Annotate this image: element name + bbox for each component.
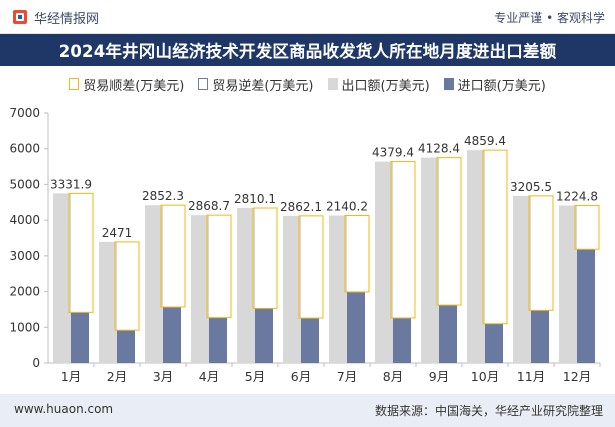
surplus-data-label: 2471 [102, 226, 133, 240]
export-bar[interactable] [237, 208, 255, 363]
x-tick-label: 11月 [517, 369, 545, 384]
x-tick-label: 2月 [107, 369, 127, 384]
x-tick-label: 8月 [383, 369, 403, 384]
chart-plot: 0 1000 2000 3000 4000 5000 6000 7000 3331.9 1月 247… [9, 106, 601, 384]
surplus-box[interactable] [390, 161, 416, 319]
export-bar[interactable] [421, 157, 439, 363]
import-bar[interactable] [301, 318, 319, 363]
website-link[interactable]: www.huaon.com [14, 402, 114, 416]
title-bar: 2024年井冈山经济技术开发区商品收发货人所在地月度进出口差额 [0, 34, 615, 66]
data-source: 数据来源：中国海关，华经产业研究院整理 [374, 404, 603, 418]
y-tick-label: 2000 [9, 285, 40, 299]
export-bar[interactable] [375, 161, 393, 363]
x-tick-label: 5月 [245, 369, 265, 384]
footer: www.huaon.com 数据来源：中国海关，华经产业研究院整理 [0, 394, 615, 427]
surplus-data-label: 3205.5 [510, 180, 552, 194]
surplus-box[interactable] [574, 205, 600, 250]
import-bar[interactable] [485, 323, 503, 363]
y-tick-label: 4000 [9, 213, 40, 227]
surplus-box[interactable] [206, 214, 232, 319]
x-tick-label: 9月 [429, 369, 449, 384]
legend-swatch-surplus [69, 78, 80, 90]
surplus-data-label: 4379.4 [372, 146, 414, 160]
legend-label-deficit: 贸易逆差(万美元) [212, 78, 314, 94]
x-tick-label: 3月 [153, 369, 173, 384]
legend-swatch-export [327, 78, 338, 90]
surplus-data-label: 2140.2 [326, 200, 368, 214]
import-bar[interactable] [393, 317, 411, 363]
chart-title: 2024年井冈山经济技术开发区商品收发货人所在地月度进出口差额 [58, 42, 557, 61]
surplus-data-label: 3331.9 [50, 177, 92, 191]
y-tick-label: 3000 [9, 249, 40, 263]
y-tick-label: 1000 [9, 320, 40, 334]
top-bar: 华经情报网 专业严谨 • 客观科学 [0, 0, 615, 34]
import-bar[interactable] [439, 305, 457, 363]
chart-legend: 贸易顺差(万美元) 贸易逆差(万美元) 出口额(万美元) 进口额(万美元) [0, 74, 615, 94]
import-bar[interactable] [577, 249, 595, 363]
import-bar[interactable] [209, 317, 227, 363]
legend-item-export[interactable]: 出口额(万美元) [327, 75, 430, 94]
x-tick-label: 10月 [471, 369, 499, 384]
brand[interactable]: 华经情报网 [12, 8, 100, 27]
surplus-box[interactable] [528, 195, 554, 311]
surplus-data-label: 4128.4 [418, 142, 460, 156]
legend-item-surplus[interactable]: 贸易顺差(万美元) [69, 75, 184, 94]
surplus-box[interactable] [344, 215, 370, 293]
brand-name: 华经情报网 [34, 11, 100, 27]
surplus-data-label: 2868.7 [188, 199, 230, 213]
legend-swatch-import [443, 78, 454, 90]
legend-label-import: 进口额(万美元) [457, 78, 546, 94]
import-bar[interactable] [531, 310, 549, 363]
import-bar[interactable] [117, 330, 135, 363]
surplus-data-label: 2852.3 [142, 189, 184, 203]
surplus-data-label: 4859.4 [464, 134, 506, 148]
import-bar[interactable] [347, 291, 365, 363]
surplus-box[interactable] [252, 207, 278, 309]
huajing-logo-icon [13, 10, 27, 24]
tagline: 专业严谨 • 客观科学 [494, 11, 605, 25]
import-bar[interactable] [163, 307, 181, 363]
x-tick-label: 6月 [291, 369, 311, 384]
surplus-box[interactable] [482, 149, 508, 325]
legend-item-import[interactable]: 进口额(万美元) [443, 75, 546, 94]
legend-label-surplus: 贸易顺差(万美元) [83, 78, 185, 94]
export-bar[interactable] [467, 150, 485, 363]
export-bar[interactable] [559, 205, 577, 364]
surplus-box[interactable] [298, 215, 324, 319]
y-tick-label: 7000 [9, 106, 40, 120]
surplus-data-label: 2862.1 [280, 200, 322, 214]
legend-item-deficit[interactable]: 贸易逆差(万美元) [198, 75, 314, 94]
export-bar[interactable] [99, 241, 117, 363]
export-bar[interactable] [513, 195, 531, 363]
surplus-data-label: 2810.1 [234, 192, 276, 206]
export-bar[interactable] [329, 215, 347, 364]
y-tick-label: 6000 [9, 142, 40, 156]
legend-swatch-deficit [198, 78, 209, 90]
export-bar[interactable] [145, 205, 163, 363]
surplus-box[interactable] [160, 204, 186, 308]
y-tick-label: 0 [32, 356, 40, 370]
surplus-box[interactable] [114, 241, 140, 331]
x-tick-label: 4月 [199, 369, 219, 384]
x-tick-label: 12月 [563, 369, 591, 384]
surplus-box[interactable] [68, 192, 94, 313]
export-bar[interactable] [283, 215, 301, 363]
export-bar[interactable] [53, 193, 71, 363]
surplus-box[interactable] [436, 157, 462, 306]
import-bar[interactable] [71, 312, 89, 363]
surplus-data-label: 1224.8 [556, 190, 598, 204]
x-tick-label: 7月 [337, 369, 357, 384]
import-bar[interactable] [255, 308, 273, 363]
export-bar[interactable] [191, 215, 209, 363]
y-tick-label: 5000 [9, 177, 40, 191]
legend-label-export: 出口额(万美元) [341, 78, 430, 94]
x-tick-label: 1月 [61, 369, 81, 384]
